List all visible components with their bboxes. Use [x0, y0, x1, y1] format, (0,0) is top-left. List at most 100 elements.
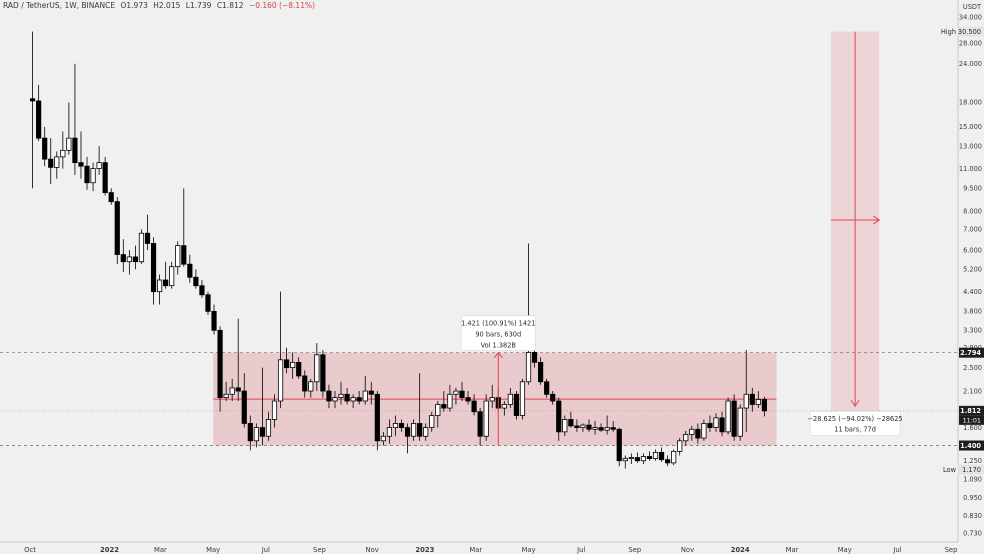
candle	[743, 350, 749, 432]
candle-body	[683, 434, 689, 442]
candle-body	[737, 407, 743, 437]
candle	[150, 237, 157, 305]
candle	[507, 387, 513, 409]
price-badge-bg	[959, 347, 984, 358]
candle	[284, 347, 290, 374]
candle-body	[193, 276, 199, 287]
candle	[326, 384, 332, 409]
candle-body	[677, 440, 683, 452]
candle	[259, 367, 266, 446]
candle	[217, 326, 223, 412]
price-tick-label: 9.500	[963, 185, 982, 193]
price-badge-tag: High	[941, 28, 956, 36]
candle	[556, 397, 562, 441]
candle	[562, 415, 568, 437]
candle-body	[114, 201, 120, 255]
candle	[592, 421, 598, 435]
candle	[187, 254, 193, 283]
candle-body	[574, 425, 580, 428]
price-tick-label: 6.000	[963, 246, 982, 254]
time-tick-label: Sep	[313, 546, 326, 554]
price-badge-bg	[959, 464, 984, 475]
candle	[707, 415, 713, 432]
time-tick-label: May	[838, 546, 852, 554]
price-level-lines	[0, 352, 958, 446]
time-tick-label: Oct	[24, 546, 36, 554]
candle	[96, 146, 102, 175]
candle-body	[259, 427, 266, 437]
candle	[544, 378, 550, 398]
candle	[29, 31, 36, 189]
candle-body	[417, 423, 423, 437]
candle	[102, 156, 108, 196]
candle-body	[453, 390, 459, 395]
price-badge-tag: Low	[943, 466, 957, 474]
candle-body	[592, 427, 598, 430]
symbol-title[interactable]: RAD / TetherUS, 1W, BINANCE	[3, 1, 116, 10]
price-badge: 1.400	[959, 440, 984, 451]
candle-body	[169, 266, 175, 287]
candle-body	[604, 427, 610, 431]
target-measure-arrowhead	[850, 399, 860, 408]
candle	[181, 188, 187, 267]
price-tick-label: 2.500	[963, 364, 982, 372]
candle	[622, 455, 628, 469]
candle-body	[761, 399, 767, 412]
price-tick-label: 8.000	[963, 208, 982, 216]
candle	[677, 438, 683, 456]
price-axis[interactable]: USDT 34.000 28.000 24.000 18.000 15.000 13.000…	[938, 0, 984, 554]
candle	[447, 384, 453, 412]
candle	[211, 304, 217, 335]
candle	[223, 381, 229, 402]
candle-body	[586, 424, 592, 430]
price-badge-value: 1.400	[960, 442, 981, 450]
candle	[429, 411, 435, 432]
candle	[658, 447, 665, 462]
candle-body	[84, 165, 90, 184]
ohlc-close: C1.812	[216, 1, 244, 10]
candle-body	[302, 375, 308, 392]
candle-body	[749, 393, 755, 405]
price-tick-label: 1.600	[963, 424, 982, 432]
candle	[163, 261, 169, 289]
candle	[610, 421, 616, 432]
candle-body	[78, 162, 84, 167]
range-measure-label-box	[460, 315, 536, 351]
time-axis[interactable]: Oct 2022 Mar May Jul Sep Nov 2023 Mar May Jul Sep No…	[0, 541, 958, 554]
candle	[489, 384, 495, 409]
candle	[574, 419, 580, 432]
candle-body	[719, 417, 725, 433]
price-badge-value: 1.170	[962, 466, 981, 474]
candle	[108, 188, 114, 205]
candle-body	[471, 400, 477, 413]
candle	[290, 352, 296, 379]
candle-body	[489, 397, 495, 402]
candle	[392, 415, 399, 437]
candle-body	[598, 427, 604, 431]
candle	[695, 423, 701, 444]
price-tick-label: 18.000	[959, 99, 982, 107]
candle-body	[538, 361, 544, 383]
candle-body	[356, 397, 362, 402]
candle	[175, 241, 181, 275]
price-tick-label: 5.200	[963, 266, 982, 274]
ohlc-high: H2.015	[153, 1, 181, 10]
price-badge: 1.812	[959, 405, 984, 416]
candle-body	[296, 361, 302, 377]
candle	[138, 229, 145, 265]
candle	[411, 419, 417, 441]
candle-body	[138, 232, 145, 263]
candle	[380, 431, 386, 446]
candle	[435, 401, 441, 428]
candle-body	[713, 417, 719, 428]
time-tick-label: 2022	[100, 546, 119, 554]
candle	[568, 411, 574, 428]
candle-body	[368, 390, 374, 395]
candle	[332, 391, 338, 409]
candle	[296, 357, 302, 379]
candle-body	[483, 400, 489, 437]
candle-body	[338, 393, 344, 399]
candle-body	[501, 404, 507, 409]
